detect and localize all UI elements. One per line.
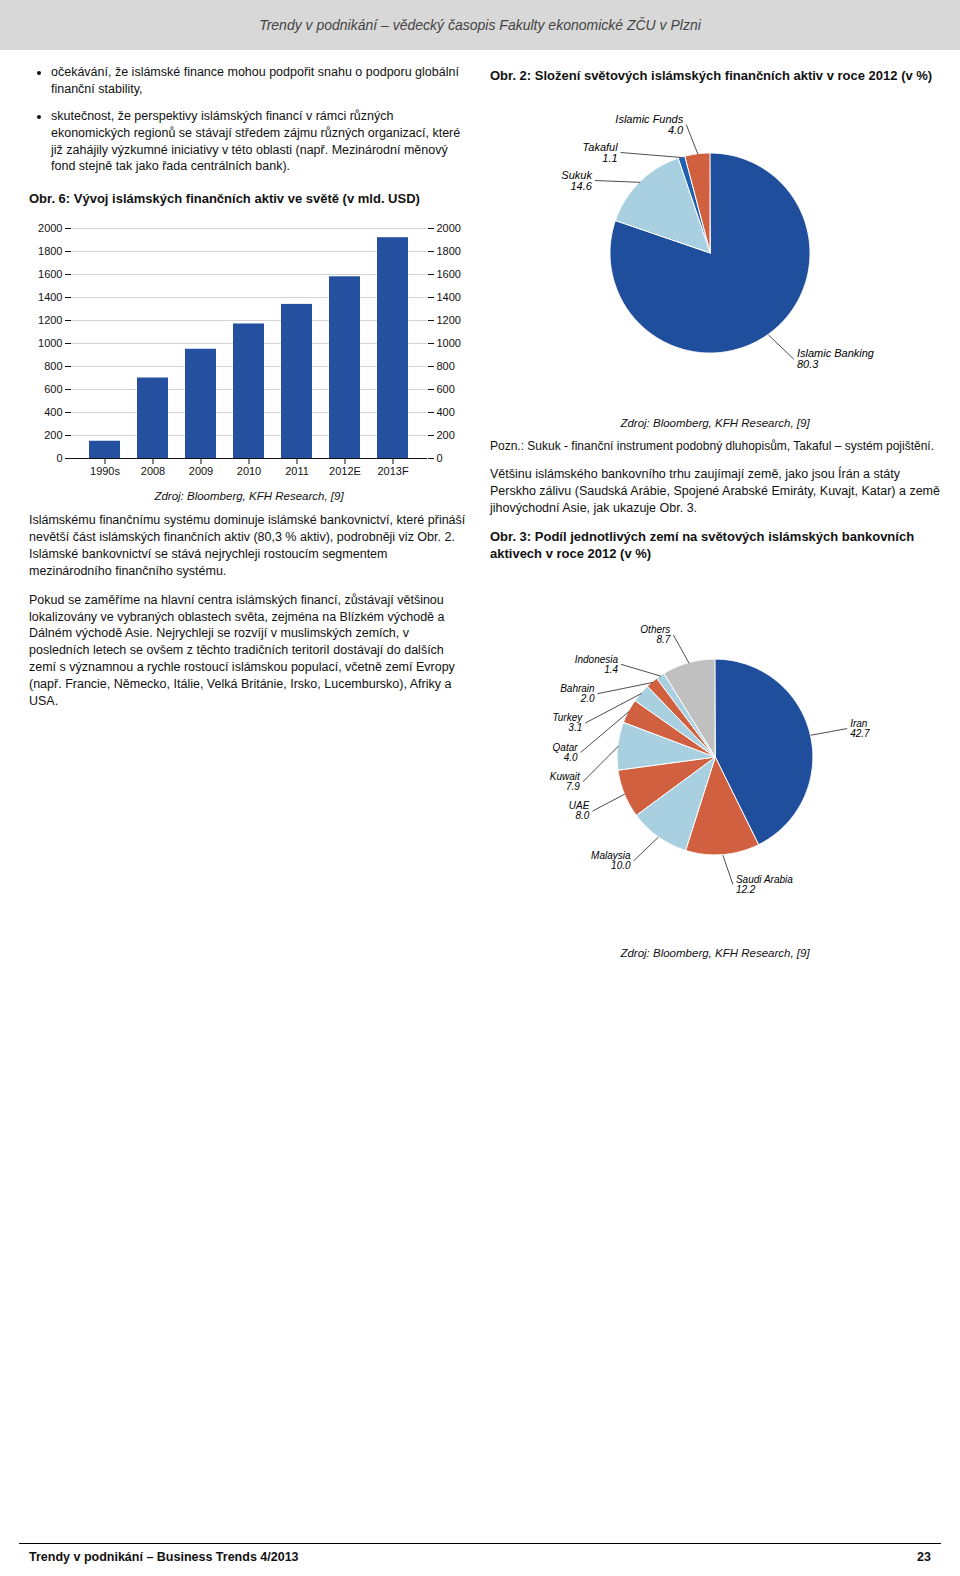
svg-text:2013F: 2013F [377,465,408,477]
svg-text:1000: 1000 [437,337,461,349]
svg-text:Kuwait7.9: Kuwait7.9 [550,771,581,792]
svg-text:1200: 1200 [38,314,62,326]
html-text:Většinu islámského bankovního: Většinu islámského bankovního trhu zaují… [490,467,940,516]
svg-text:2008: 2008 [141,465,165,477]
svg-text:Indonesia1.4: Indonesia1.4 [575,653,619,674]
svg-text:0: 0 [437,452,443,464]
html-text:Zdroj: Bloomberg, KFH Research: Zdroj: Bloomberg, KFH Research, [9] [620,416,810,429]
html-text:Zdroj: Bloomberg, KFH Research: Zdroj: Bloomberg, KFH Research, [9] [154,490,344,503]
svg-text:2009: 2009 [189,465,213,477]
svg-text:1600: 1600 [437,268,461,280]
svg-text:Iran42.7: Iran42.7 [850,718,870,739]
svg-text:Others8.7: Others8.7 [640,624,670,645]
svg-text:1990s: 1990s [90,465,120,477]
svg-text:Turkey3.1: Turkey3.1 [552,712,583,733]
svg-text:2011: 2011 [285,465,309,477]
svg-text:2000: 2000 [38,222,62,234]
html-text:Obr. 2: Složení světových islá: Obr. 2: Složení světových islámských fin… [490,68,933,83]
svg-text:Malaysia10.0: Malaysia10.0 [591,850,631,871]
svg-text:1400: 1400 [437,291,461,303]
html-text:Obr. 3: Podíl jednotlivých zem: Obr. 3: Podíl jednotlivých zemí na světo… [490,529,915,561]
html-text:očekávání, že islámské finance: očekávání, že islámské finance mohou pod… [51,65,459,96]
html-text:Islámskému finančnímu systému: Islámskému finančnímu systému dominuje i… [29,513,466,578]
svg-text:1600: 1600 [38,268,62,280]
svg-text:1200: 1200 [437,314,461,326]
svg-text:2000: 2000 [437,222,461,234]
svg-text:UAE8.0: UAE8.0 [569,800,590,821]
html-text:23: 23 [917,1550,931,1564]
svg-text:Qatar4.0: Qatar4.0 [553,742,579,763]
svg-text:2012E: 2012E [329,465,361,477]
svg-text:800: 800 [44,360,62,372]
svg-text:1800: 1800 [38,245,62,257]
html-text:Pokud se zaměříme na hlavní ce: Pokud se zaměříme na hlavní centra islám… [29,592,455,708]
svg-text:200: 200 [44,429,62,441]
svg-text:1400: 1400 [38,291,62,303]
svg-text:1000: 1000 [38,337,62,349]
svg-text:600: 600 [437,383,455,395]
svg-text:600: 600 [44,383,62,395]
html-text:Trendy v podnikání – Business: Trendy v podnikání – Business Trends 4/2… [29,1550,299,1564]
svg-text:Bahrain2.0: Bahrain2.0 [560,683,595,704]
svg-text:Islamic Banking80.3: Islamic Banking80.3 [797,347,875,370]
svg-text:0: 0 [56,452,62,464]
html-text:Zdroj: Bloomberg, KFH Research: Zdroj: Bloomberg, KFH Research, [9] [620,946,810,959]
html-text:Obr. 6: Vývoj islámských finan: Obr. 6: Vývoj islámských finančních akti… [29,191,420,207]
svg-text:800: 800 [437,360,455,372]
html-text:skutečnost, že perspektivy isl: skutečnost, že perspektivy islámských fi… [51,108,461,174]
svg-text:Islamic Funds4.0: Islamic Funds4.0 [615,112,684,135]
svg-text:400: 400 [44,406,62,418]
svg-text:Saudi Arabia12.2: Saudi Arabia12.2 [736,873,793,894]
html-text:Pozn.: Sukuk - finanční instru: Pozn.: Sukuk - finanční instrument podob… [490,438,934,453]
svg-text:1800: 1800 [437,245,461,257]
svg-text:400: 400 [437,406,455,418]
svg-text:Sukuk14.6: Sukuk14.6 [561,168,592,191]
html-text:Trendy v podnikání – vědecký č: Trendy v podnikání – vědecký časopis Fak… [259,17,701,33]
svg-text:Takaful1.1: Takaful1.1 [583,140,619,163]
svg-text:200: 200 [437,429,455,441]
svg-text:2010: 2010 [237,465,261,477]
